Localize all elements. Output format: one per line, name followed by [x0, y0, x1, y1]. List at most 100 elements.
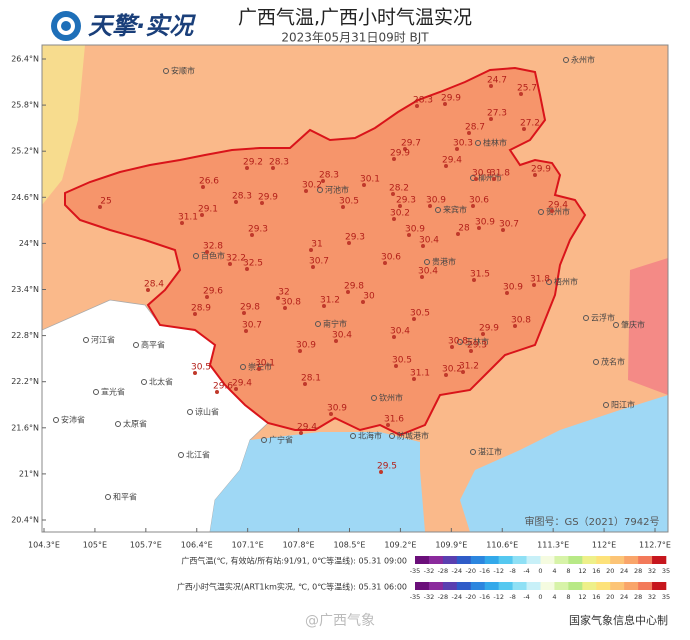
- sea: [460, 395, 668, 532]
- station-temp: 31.5: [470, 270, 490, 280]
- station-temp: 30.6: [381, 253, 401, 263]
- lon-label: 104.3°E: [28, 541, 60, 550]
- station-temp: 29.5: [377, 462, 397, 472]
- station-dot: [443, 102, 447, 106]
- place-name: 永州市: [571, 55, 595, 65]
- map-frame: [41, 44, 669, 533]
- legend-tick: -20: [465, 567, 476, 575]
- station-temp: 30.9: [296, 341, 316, 351]
- legend-swatch: [540, 582, 555, 590]
- legend-swatch: [484, 582, 499, 590]
- legend-tick: 28: [634, 567, 642, 575]
- station-temp: 27.3: [487, 109, 507, 119]
- legend-swatch: [512, 582, 527, 590]
- place-name: 来宾市: [443, 205, 467, 215]
- station-dot: [392, 217, 396, 221]
- station-dot: [477, 226, 481, 230]
- station-temp: 32.5: [243, 259, 263, 269]
- city-dot: [178, 452, 184, 458]
- legend-swatch: [456, 582, 472, 590]
- lat-label: 24.6°N: [11, 193, 39, 202]
- station-dot: [321, 179, 325, 183]
- legend-swatch: [470, 556, 486, 564]
- lon-label: 111.3°E: [537, 541, 569, 550]
- station-temp: 30.5: [410, 309, 430, 319]
- place-name: 安沛省: [61, 415, 85, 425]
- legend-tick: -16: [479, 593, 490, 601]
- station-dot: [193, 312, 197, 316]
- station-dot: [193, 371, 197, 375]
- city-dot: [240, 364, 246, 370]
- station-dot: [250, 233, 254, 237]
- place-name: 和平省: [113, 492, 137, 502]
- station-dot: [481, 332, 485, 336]
- watermark: @广西气象: [305, 613, 375, 629]
- legend-swatch: [428, 556, 444, 564]
- station-dot: [455, 147, 459, 151]
- station-dot: [469, 349, 473, 353]
- city-dot: [389, 433, 395, 439]
- city-dot: [115, 421, 121, 427]
- station-temp: 28.9: [191, 304, 211, 314]
- station-dot: [533, 173, 537, 177]
- place-name: 湛江市: [478, 447, 502, 457]
- legend-row-label: 广西气温(℃, 有效站/所有站:91/91, 0℃等温线): 05.31 09:…: [181, 556, 407, 566]
- station-temp: 29.4: [548, 201, 568, 211]
- station-dot: [298, 349, 302, 353]
- legend-swatch: [568, 582, 583, 590]
- place-name: 北太省: [149, 377, 173, 387]
- station-dot: [467, 131, 471, 135]
- station-dot: [205, 295, 209, 299]
- station-temp: 30.9: [472, 169, 492, 179]
- station-dot: [245, 267, 249, 271]
- legend-swatch: [484, 556, 499, 564]
- lon-label: 106.4°E: [181, 541, 213, 550]
- station-temp: 30.5: [191, 363, 211, 373]
- station-dot: [311, 265, 315, 269]
- legend-swatch: [526, 582, 541, 590]
- legend-swatch: [596, 556, 611, 564]
- station-temp: 28.3: [232, 192, 252, 202]
- station-dot: [180, 221, 184, 225]
- station-temp: 29.3: [396, 196, 416, 206]
- legend-swatch: [610, 556, 625, 564]
- station-dot: [228, 262, 232, 266]
- station-temp: 28.7: [465, 123, 485, 133]
- station-dot: [392, 157, 396, 161]
- legend-tick: -32: [424, 567, 435, 575]
- legend-swatch: [442, 556, 458, 564]
- map-area: [42, 45, 668, 532]
- legend-row-label: 广西小时气温实况(ART1km实况, ℃, 0℃等温线): 05.31 06:0…: [177, 582, 407, 592]
- lat-label: 22.2°N: [11, 377, 39, 386]
- lon-label: 109.2°E: [384, 541, 416, 550]
- legend-tick: 24: [620, 567, 628, 575]
- legend-swatch: [415, 556, 430, 564]
- station-dot: [276, 296, 280, 300]
- city-dot: [187, 409, 193, 415]
- legend-tick: 12: [578, 567, 586, 575]
- station-temp: 29.9: [258, 193, 278, 203]
- station-dot: [532, 283, 536, 287]
- lon-label: 105.7°E: [130, 541, 162, 550]
- station-dot: [450, 345, 454, 349]
- station-temp: 29.8: [240, 303, 260, 313]
- station-dot: [456, 232, 460, 236]
- station-temp: 30.7: [499, 220, 519, 230]
- place-name: 桂林市: [483, 138, 507, 148]
- legend-tick: 35: [662, 593, 670, 601]
- station-dot: [215, 390, 219, 394]
- lat-label: 24°N: [19, 239, 39, 248]
- station-temp: 30.5: [339, 197, 359, 207]
- station-temp: 29.3: [248, 225, 268, 235]
- station-dot: [341, 205, 345, 209]
- legend-swatch: [442, 582, 458, 590]
- lat-label: 25.2°N: [11, 147, 39, 156]
- place-name: 云浮市: [591, 313, 615, 323]
- lon-label: 112°E: [592, 541, 616, 550]
- station-temp: 29.3: [345, 233, 365, 243]
- legend-swatch: [526, 556, 541, 564]
- station-temp: 31.8: [490, 169, 510, 179]
- city-dot: [133, 342, 139, 348]
- station-temp: 30: [363, 292, 375, 302]
